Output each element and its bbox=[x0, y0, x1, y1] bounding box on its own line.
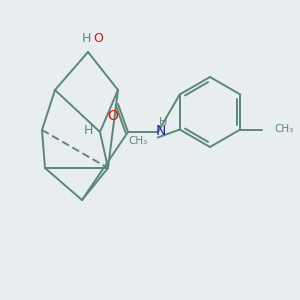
Text: CH₃: CH₃ bbox=[274, 124, 294, 134]
Text: H: H bbox=[159, 117, 167, 127]
Text: H: H bbox=[83, 124, 93, 136]
Text: N: N bbox=[156, 124, 166, 138]
Text: O: O bbox=[108, 109, 118, 123]
Text: O: O bbox=[93, 32, 103, 46]
Text: CH₃: CH₃ bbox=[128, 136, 148, 146]
Text: H: H bbox=[81, 32, 91, 46]
